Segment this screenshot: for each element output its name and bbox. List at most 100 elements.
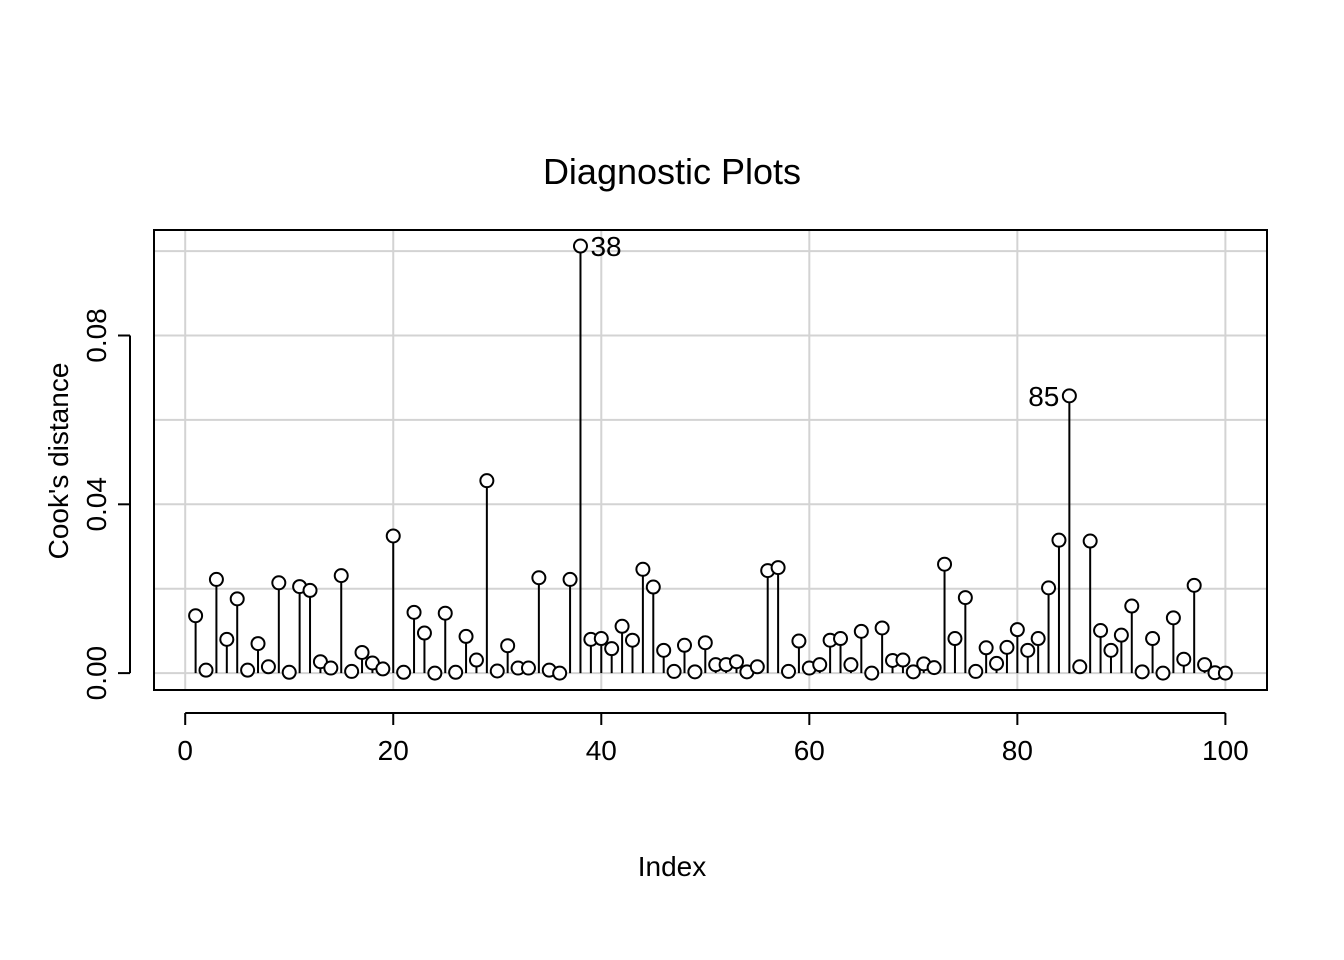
data-point xyxy=(240,662,256,678)
data-point xyxy=(937,556,953,572)
data-point xyxy=(604,641,620,657)
data-point xyxy=(416,625,432,641)
data-point xyxy=(729,654,745,670)
data-point xyxy=(427,665,443,681)
data-point xyxy=(250,636,266,652)
data-points xyxy=(188,238,1233,681)
data-point xyxy=(572,238,588,254)
data-point xyxy=(1165,610,1181,626)
data-point xyxy=(1020,642,1036,658)
x-tick-label: 60 xyxy=(794,735,825,766)
data-point xyxy=(833,631,849,647)
data-point xyxy=(1197,657,1213,673)
x-tick-label: 0 xyxy=(177,735,193,766)
data-point xyxy=(874,620,890,636)
data-point xyxy=(614,618,630,634)
data-point xyxy=(458,628,474,644)
data-point xyxy=(531,570,547,586)
data-point xyxy=(781,663,797,679)
data-point xyxy=(1009,622,1025,638)
point-labels: 38 85 xyxy=(590,231,1059,412)
data-point xyxy=(624,632,640,648)
data-point xyxy=(853,623,869,639)
grid-lines xyxy=(154,230,1267,690)
data-point xyxy=(1072,659,1088,675)
data-point xyxy=(385,528,401,544)
data-point xyxy=(406,604,422,620)
data-point xyxy=(791,633,807,649)
data-point xyxy=(968,663,984,679)
x-axis-label: Index xyxy=(638,851,707,882)
data-point xyxy=(926,660,942,676)
data-point xyxy=(208,571,224,587)
y-tick-label: 0.00 xyxy=(81,646,112,701)
data-point xyxy=(198,662,214,678)
x-tick-label: 20 xyxy=(378,735,409,766)
stems xyxy=(194,246,1216,674)
data-point xyxy=(437,605,453,621)
data-point xyxy=(1186,577,1202,593)
y-tick-label: 0.08 xyxy=(81,308,112,363)
data-point xyxy=(947,631,963,647)
data-point xyxy=(666,663,682,679)
data-point xyxy=(687,664,703,680)
data-point xyxy=(1093,622,1109,638)
data-point xyxy=(375,661,391,677)
data-point xyxy=(697,635,713,651)
data-point xyxy=(978,640,994,656)
data-point xyxy=(1103,642,1119,658)
point-label: 38 xyxy=(590,231,621,262)
data-point xyxy=(271,575,287,591)
data-point xyxy=(552,665,568,681)
data-point xyxy=(468,652,484,668)
data-point xyxy=(500,638,516,654)
data-point xyxy=(1217,665,1233,681)
data-point xyxy=(520,660,536,676)
data-point xyxy=(1155,665,1171,681)
y-axis-label: Cook's distance xyxy=(43,363,74,560)
x-tick-label: 100 xyxy=(1202,735,1249,766)
data-point xyxy=(905,664,921,680)
data-point xyxy=(1082,533,1098,549)
data-point xyxy=(479,473,495,489)
data-point xyxy=(989,655,1005,671)
data-point xyxy=(344,663,360,679)
data-point xyxy=(999,639,1015,655)
data-point xyxy=(645,579,661,595)
chart-title: Diagnostic Plots xyxy=(543,151,801,192)
data-point xyxy=(562,571,578,587)
data-point xyxy=(770,560,786,576)
plot-frame xyxy=(153,229,1268,691)
data-point xyxy=(1030,631,1046,647)
data-point xyxy=(188,608,204,624)
data-point xyxy=(323,660,339,676)
data-point xyxy=(1134,664,1150,680)
data-point xyxy=(749,659,765,675)
data-point xyxy=(1176,651,1192,667)
data-point xyxy=(219,631,235,647)
data-point xyxy=(1051,532,1067,548)
axes: 0 20 40 60 80 100 0.00 0.04 0.08 xyxy=(81,308,1249,766)
data-point xyxy=(1061,388,1077,404)
data-point xyxy=(448,664,464,680)
data-point xyxy=(864,665,880,681)
data-point xyxy=(1113,627,1129,643)
data-point xyxy=(333,568,349,584)
data-point xyxy=(1145,631,1161,647)
data-point xyxy=(354,644,370,660)
data-point xyxy=(302,582,318,598)
data-point xyxy=(895,652,911,668)
data-point xyxy=(656,642,672,658)
data-point xyxy=(843,657,859,673)
data-point xyxy=(260,659,276,675)
data-point xyxy=(676,637,692,653)
data-point xyxy=(957,590,973,606)
data-point xyxy=(489,663,505,679)
data-point xyxy=(1041,580,1057,596)
data-point xyxy=(229,591,245,607)
data-point xyxy=(593,631,609,647)
data-point xyxy=(812,657,828,673)
y-tick-label: 0.04 xyxy=(81,477,112,531)
data-point xyxy=(635,561,651,577)
